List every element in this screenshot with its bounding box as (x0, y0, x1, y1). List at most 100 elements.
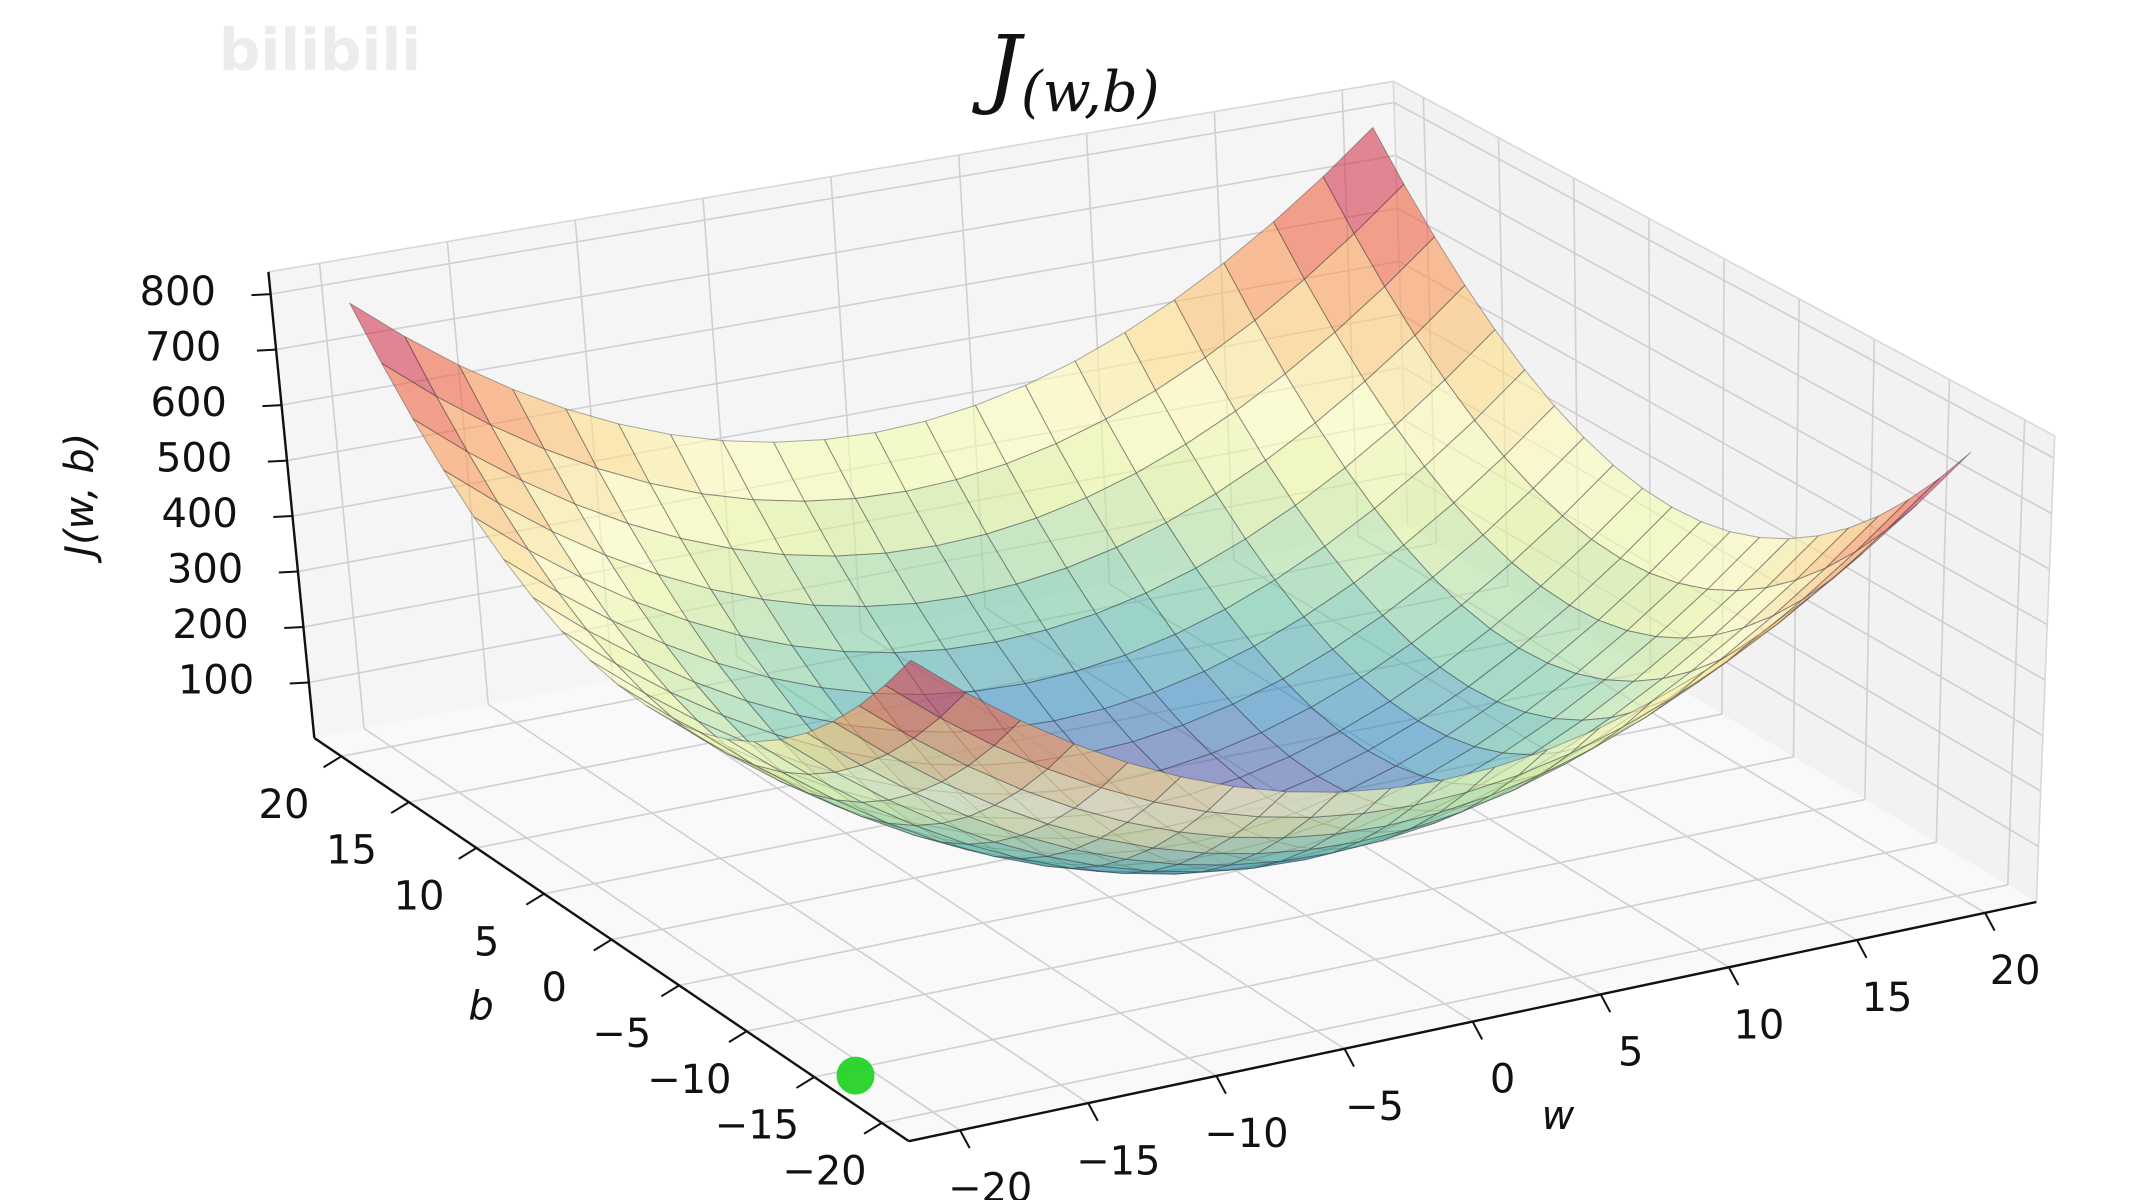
x-tick-label: −15 (1076, 1138, 1160, 1184)
z-tick (256, 348, 277, 352)
pane-edge (1392, 80, 2056, 437)
surface-cell (1466, 749, 1548, 793)
surface-cell (497, 502, 583, 579)
y-tick (795, 1076, 815, 1089)
y-tick-label: −10 (647, 1057, 731, 1103)
grid-line (1398, 260, 2048, 626)
x-tick (1727, 966, 1740, 986)
x-tick (1856, 939, 1868, 959)
surface-cell (701, 493, 785, 556)
y-tick (728, 1030, 748, 1043)
y-tick-label: 0 (541, 965, 566, 1011)
x-tick-label: 15 (1862, 975, 1913, 1021)
grid-line (1395, 154, 2053, 515)
surface-cell (1674, 635, 1758, 698)
surface-cell (1713, 579, 1797, 636)
z-axis-label: J(w, b) (57, 433, 103, 564)
surface-cell (1100, 821, 1181, 849)
y-tick (660, 984, 680, 998)
z-tick-label: 500 (156, 436, 232, 482)
surface-cell (884, 659, 967, 719)
x-tick (1471, 1021, 1484, 1040)
surface-cell (1047, 743, 1129, 789)
grid-line (275, 154, 1396, 351)
surface-cell (832, 705, 915, 755)
y-tick-label: 10 (394, 874, 445, 920)
z-tick (278, 570, 298, 574)
surface-cell (1367, 720, 1447, 767)
z-tick (267, 459, 288, 463)
surface-cell (858, 684, 941, 739)
grid-line (814, 841, 1937, 1078)
surface-cell (1310, 677, 1391, 732)
surface-cell (1331, 828, 1412, 854)
grid-line (1393, 101, 2055, 459)
surface-cell (1395, 735, 1476, 778)
surface-cell (967, 745, 1049, 790)
y-tick-label: −5 (592, 1011, 651, 1057)
y-tick-label: 5 (474, 919, 499, 965)
x-tick-label: 0 (1490, 1057, 1515, 1103)
chart-title: J(w,b) (971, 18, 1159, 125)
surface-cell (1265, 422, 1346, 506)
x-axis-label: w (1542, 1093, 1575, 1139)
x-tick (959, 1129, 971, 1149)
x-tick-label: −20 (948, 1165, 1032, 1200)
surface-cell (412, 418, 499, 504)
z-tick-label: 700 (145, 325, 221, 371)
grid-line (678, 756, 1794, 987)
z-tick-label: 400 (161, 491, 237, 537)
grid-line (1397, 207, 2050, 570)
surface-cell (443, 469, 529, 551)
y-tick (323, 755, 342, 769)
surface-cell (993, 720, 1075, 770)
grid-line (881, 884, 2008, 1124)
surface-cell (1726, 596, 1811, 663)
surface-cell (473, 516, 559, 593)
surface-cell (1210, 732, 1291, 779)
surface-cell (813, 604, 896, 654)
x-tick-label: 20 (1990, 948, 2041, 994)
surface-cell (864, 602, 946, 654)
x-tick (1599, 993, 1612, 1013)
surface-cell (1489, 752, 1571, 797)
y-tick (525, 892, 545, 906)
x-tick (1087, 1102, 1099, 1122)
y-tick (458, 847, 477, 860)
surface-cell (941, 765, 1022, 806)
y-tick-label: −15 (715, 1103, 799, 1149)
surface-cell (1432, 534, 1513, 606)
z-tick (273, 515, 293, 519)
watermark: bilibili (219, 16, 421, 84)
surface-cell (1474, 369, 1555, 457)
y-tick (863, 1121, 883, 1135)
surface-cell (1206, 786, 1287, 818)
surface-cell (1353, 544, 1434, 616)
surface-cell (1444, 329, 1526, 421)
x-tick (1343, 1048, 1355, 1068)
pane-edge (268, 80, 1394, 273)
z-tick (251, 293, 271, 297)
surface-cell (762, 598, 845, 652)
surface-cell (995, 629, 1076, 685)
surface-cell (1095, 592, 1176, 656)
grid-line (746, 798, 1866, 1032)
x-tick (1215, 1075, 1227, 1095)
surface-cell (1231, 816, 1312, 839)
surface-cell (1389, 666, 1469, 722)
surface-cell (1239, 756, 1319, 798)
z-tick (289, 681, 309, 685)
x-tick-label: 10 (1733, 1002, 1784, 1048)
surface-cell (1855, 477, 1941, 553)
x-tick-label: 5 (1618, 1030, 1643, 1076)
x-tick (1984, 912, 1996, 932)
side-wall-pane (1393, 81, 2055, 903)
surface-cell (627, 523, 712, 590)
surface-cell (806, 721, 889, 766)
surface-cell (1414, 766, 1496, 806)
surface-cell (1736, 535, 1820, 592)
surface-cell (1258, 791, 1339, 818)
surface-cell (673, 720, 756, 766)
